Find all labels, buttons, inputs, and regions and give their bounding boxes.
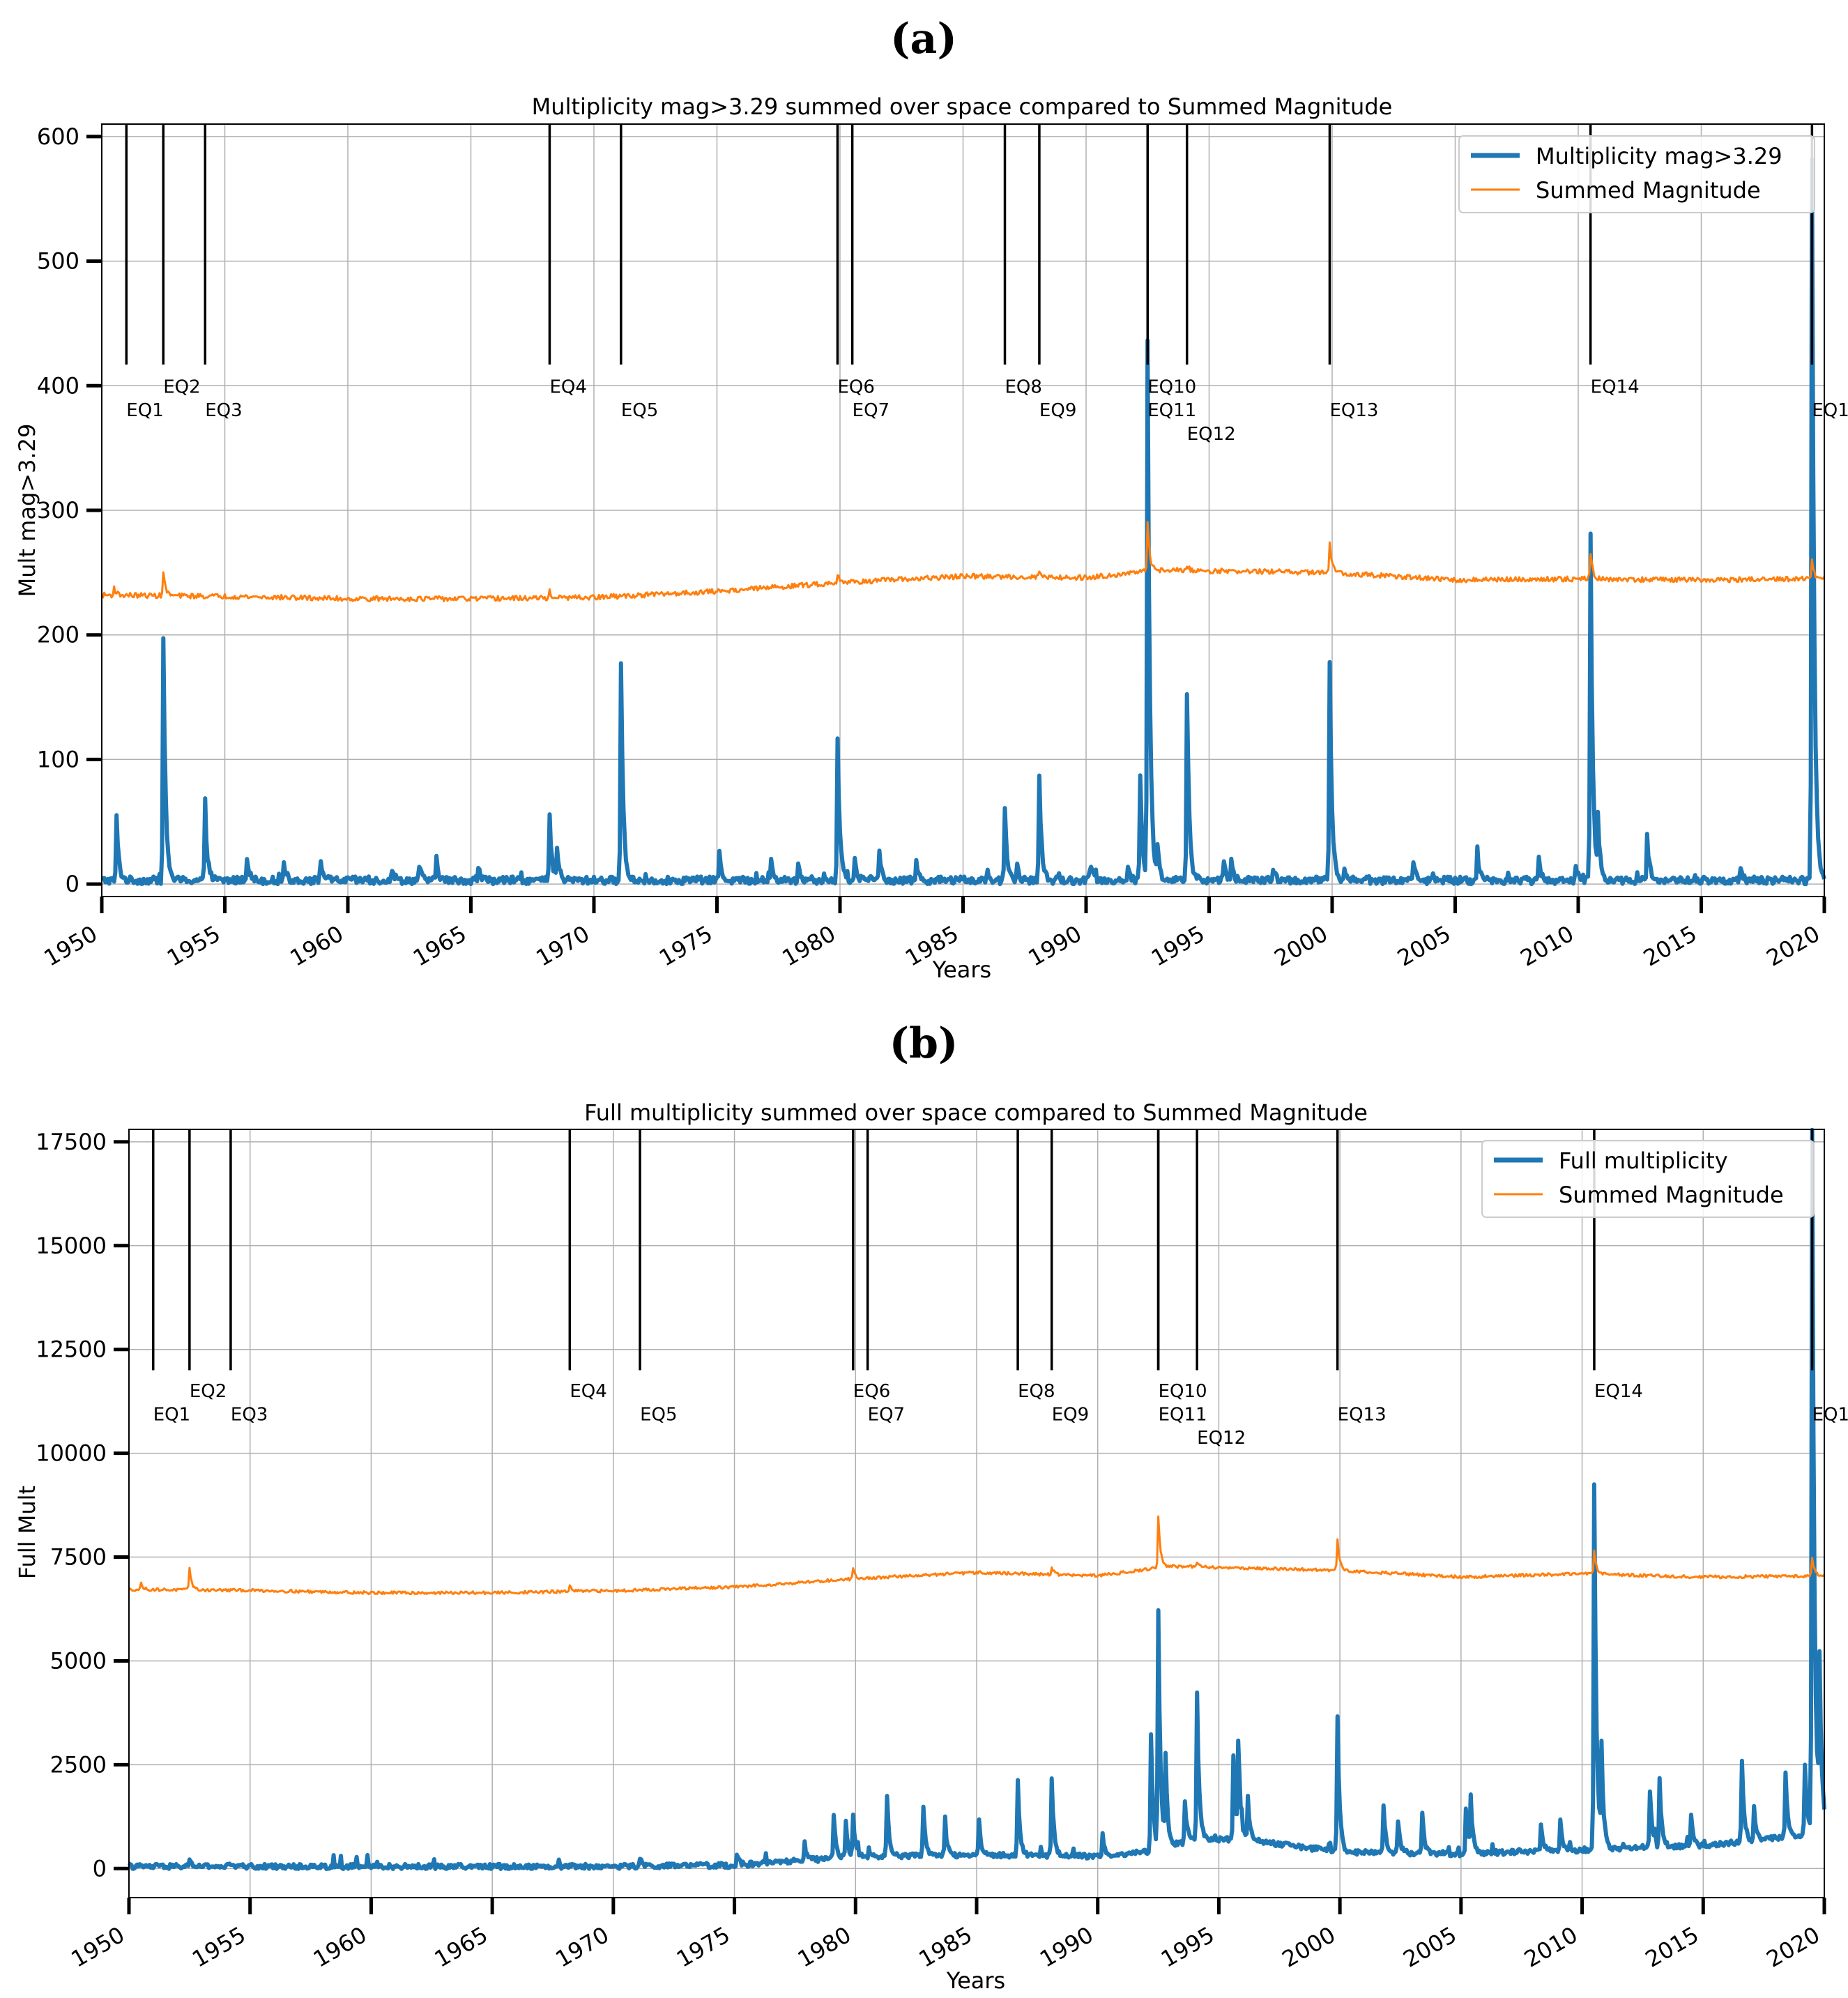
panel-b-x-axis-label: Years bbox=[946, 1967, 1005, 1994]
panel-a-y-axis-label: Mult mag>3.29 bbox=[14, 424, 40, 597]
panel-b-eq-label-EQ8: EQ8 bbox=[1018, 1381, 1055, 1402]
panel-b-eq-label-EQ12: EQ12 bbox=[1197, 1428, 1246, 1449]
panel-a-eq-label-EQ1: EQ1 bbox=[126, 400, 163, 421]
panel-a-eq-label-EQ3: EQ3 bbox=[205, 400, 242, 421]
panel-b-y-tick-label-12500: 12500 bbox=[36, 1336, 107, 1363]
panel-b-y-tick-label-15000: 15000 bbox=[36, 1233, 107, 1259]
panel-a-eq-label-EQ2: EQ2 bbox=[163, 376, 200, 397]
panel-a-legend: Multiplicity mag>3.29 Summed Magnitude bbox=[1458, 135, 1815, 213]
panel-b-y-tick-label-2500: 2500 bbox=[50, 1751, 107, 1778]
panel-a-y-tick-label-100: 100 bbox=[37, 746, 79, 772]
panel-a-y-tick-label-500: 500 bbox=[37, 248, 79, 275]
panel-a-eq-label-EQ12: EQ12 bbox=[1187, 424, 1236, 445]
panel-a-series-0 bbox=[100, 157, 1826, 887]
panel-a-series bbox=[100, 157, 1826, 887]
panel-b-legend-box bbox=[1481, 1140, 1815, 1218]
panel-b-series-1 bbox=[128, 1515, 1826, 1596]
panel-b-eq-label-EQ14: EQ14 bbox=[1594, 1381, 1643, 1402]
panel-a-eq-label-EQ7: EQ7 bbox=[853, 400, 889, 421]
panel-a-y-tick-label-0: 0 bbox=[66, 871, 79, 897]
panel-b-series bbox=[127, 1127, 1826, 1871]
panel-b-series-0 bbox=[127, 1127, 1826, 1871]
panel-b-y-tick-label-5000: 5000 bbox=[50, 1647, 107, 1674]
panel-b-y-axis-label: Full Mult bbox=[14, 1486, 40, 1579]
panel-a-eq-label-EQ14: EQ14 bbox=[1591, 376, 1640, 397]
panel-b-eq-label-EQ10: EQ10 bbox=[1159, 1381, 1207, 1402]
panel-a-y-tick-label-200: 200 bbox=[37, 622, 79, 648]
panel-b: (b) Full multiplicity summed over space … bbox=[14, 1019, 1848, 1994]
panel-a-label: (a) bbox=[890, 15, 957, 63]
panel-a-legend-label-1: Summed Magnitude bbox=[1536, 177, 1761, 204]
panel-b-eq-label-EQ1: EQ1 bbox=[153, 1404, 190, 1425]
panel-b-eq-label-EQ7: EQ7 bbox=[868, 1404, 905, 1425]
panel-b-label: (b) bbox=[889, 1019, 959, 1068]
panel-a-legend-box bbox=[1458, 135, 1815, 213]
panel-b-legend: Full multiplicity Summed Magnitude bbox=[1481, 1140, 1815, 1218]
panel-b-eq-label-EQ2: EQ2 bbox=[190, 1381, 227, 1402]
panel-b-eq-label-EQ15: EQ15 bbox=[1812, 1404, 1848, 1425]
panel-a-grid bbox=[101, 124, 1825, 897]
panel-b-y-tick-label-0: 0 bbox=[93, 1855, 107, 1882]
panel-a-eq-label-EQ15: EQ15 bbox=[1812, 400, 1848, 421]
panel-a-eq-label-EQ10: EQ10 bbox=[1147, 376, 1196, 397]
panel-b-eq-label-EQ6: EQ6 bbox=[853, 1381, 890, 1402]
panel-b-eq-label-EQ9: EQ9 bbox=[1052, 1404, 1089, 1425]
panel-a-title: Multiplicity mag>3.29 summed over space … bbox=[532, 93, 1393, 120]
panel-a-legend-label-0: Multiplicity mag>3.29 bbox=[1536, 143, 1782, 169]
panel-b-title: Full multiplicity summed over space comp… bbox=[584, 1099, 1368, 1126]
panel-b-eq-label-EQ11: EQ11 bbox=[1159, 1404, 1207, 1425]
panel-b-eq-label-EQ13: EQ13 bbox=[1338, 1404, 1387, 1425]
panel-a: (a) Multiplicity mag>3.29 summed over sp… bbox=[14, 15, 1848, 983]
panel-b-eq-label-EQ3: EQ3 bbox=[231, 1404, 268, 1425]
panel-a-eq-label-EQ11: EQ11 bbox=[1147, 400, 1196, 421]
panel-a-series-1 bbox=[100, 521, 1826, 602]
panel-b-y-tick-label-17500: 17500 bbox=[36, 1129, 107, 1155]
panel-b-y-tick-label-10000: 10000 bbox=[36, 1440, 107, 1467]
panel-b-legend-label-1: Summed Magnitude bbox=[1559, 1182, 1784, 1208]
panel-a-eq-label-EQ6: EQ6 bbox=[837, 376, 874, 397]
panel-a-eq-label-EQ9: EQ9 bbox=[1039, 400, 1076, 421]
panel-b-eq-label-EQ5: EQ5 bbox=[640, 1404, 677, 1425]
panel-b-legend-label-0: Full multiplicity bbox=[1559, 1147, 1728, 1174]
panel-a-y-tick-label-300: 300 bbox=[37, 497, 79, 524]
panel-a-x-axis-label: Years bbox=[932, 956, 991, 983]
panel-a-eq-label-EQ4: EQ4 bbox=[549, 376, 586, 397]
panel-b-eq-label-EQ4: EQ4 bbox=[570, 1381, 606, 1402]
panel-a-y-tick-label-400: 400 bbox=[37, 372, 79, 399]
panel-a-eq-label-EQ8: EQ8 bbox=[1005, 376, 1042, 397]
panel-a-eq-label-EQ5: EQ5 bbox=[621, 400, 658, 421]
panel-b-y-tick-label-7500: 7500 bbox=[50, 1544, 107, 1571]
panel-a-eq-label-EQ13: EQ13 bbox=[1329, 400, 1378, 421]
panel-a-y-tick-label-600: 600 bbox=[37, 123, 79, 150]
